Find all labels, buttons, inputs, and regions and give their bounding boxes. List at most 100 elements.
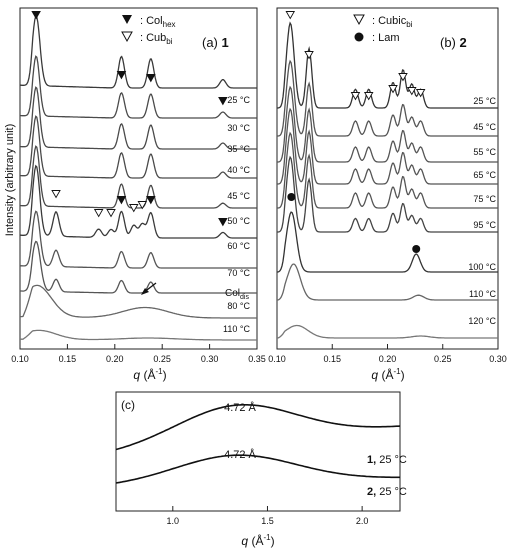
cubicbi-marker: [415, 89, 426, 98]
cubbi-marker: [137, 201, 148, 210]
panel-a-curve: [20, 55, 257, 119]
panel-b-curve: [277, 211, 498, 273]
panel-a-xtick-label: 0.35: [248, 354, 266, 364]
cubbi-marker: [128, 204, 139, 213]
colhex-marker: [146, 196, 156, 205]
panel-b-xtick-label: 0.30: [489, 354, 507, 364]
panel-b-curve: [277, 59, 498, 137]
panel-b-xtick-label: 0.10: [268, 354, 286, 364]
legend-colhex-text: : Colhex: [140, 15, 176, 29]
cubicbi-marker: [363, 92, 374, 101]
panel-b-curve: [277, 85, 498, 163]
panel-a-curve: [20, 240, 257, 294]
cubicbi-marker: [350, 92, 361, 101]
legend-cubicbi-text: : Cubicbi: [372, 15, 413, 29]
panel-c-peak-label-1: 4.72 Å: [224, 401, 256, 414]
panel-c-xtick-label: 1.0: [167, 516, 180, 526]
panel-b-temp-label: 45 °C: [473, 122, 496, 132]
panel-b-label: (b) 2: [440, 35, 467, 50]
cubicbi-marker: [388, 85, 398, 94]
panel-a-curve: [20, 86, 257, 150]
panel-a: 0.10 0.15 0.20 0.25 0.30 0.35 25 °C 30 °C 35 °C…: [4, 7, 266, 382]
panel-b-curve: [277, 131, 498, 209]
panel-b-curves: [277, 21, 498, 339]
legend-open-triangle-marker: [121, 31, 133, 43]
panel-b-temp-label: 75 °C: [473, 194, 496, 204]
panel-a-markers: [31, 11, 228, 227]
coldis-annotation: Coldis: [225, 288, 249, 301]
panel-b-temp-label: 55 °C: [473, 147, 496, 157]
legend-filled-triangle-marker: [122, 15, 132, 24]
panel-b-xtick-label: 0.15: [323, 354, 341, 364]
panel-a-temp-label: 25 °C: [227, 95, 250, 105]
panel-c-curve: [115, 454, 400, 484]
panel-c-curve: [115, 403, 401, 451]
cubicbi-marker: [398, 73, 408, 82]
panel-a-temp-label: 35 °C: [227, 144, 250, 154]
colhex-marker: [116, 71, 127, 80]
panel-a-ylabel: Intensity (arbitrary unit): [4, 124, 16, 236]
panel-a-ticks: 0.10 0.15 0.20 0.25 0.30 0.35: [11, 344, 266, 364]
panel-a-curve: [20, 164, 257, 239]
panel-c-ticks: 1.0 1.5 2.0: [167, 506, 369, 526]
panel-c-frame: [115, 391, 401, 512]
panel-a-temperatures: 25 °C 30 °C 35 °C 40 °C 45 °C 50 °C 60 °C 70 °C…: [223, 95, 250, 334]
panel-a-temp-label: 60 °C: [227, 241, 250, 251]
panel-b-markers: [285, 11, 426, 253]
panel-b-curve: [277, 263, 498, 301]
panel-b-curve: [277, 21, 498, 109]
cubicbi-marker: [285, 11, 296, 20]
panel-b-legend: : Cubicbi : Lam: [353, 14, 413, 44]
panel-a-temp-label: 30 °C: [227, 123, 250, 133]
colhex-marker: [218, 97, 228, 106]
panel-b-xtick-label: 0.20: [379, 354, 397, 364]
panel-a-curve: [20, 329, 257, 341]
legend-lam-text: : Lam: [372, 32, 400, 44]
panel-b-temp-label: 110 °C: [469, 289, 496, 299]
colhex-marker: [116, 196, 127, 205]
coldis-arrowhead: [141, 288, 149, 295]
lam-marker: [287, 193, 296, 201]
cubbi-marker: [106, 209, 116, 218]
cubbi-marker: [51, 190, 61, 199]
panel-c-series-label-1: 1, 25 °C: [367, 454, 407, 466]
panel-b-temp-label: 100 °C: [468, 262, 496, 272]
panel-a-temp-label: 40 °C: [227, 165, 250, 175]
panel-a-curve: [20, 145, 257, 209]
legend-open-triangle-marker-b: [353, 14, 365, 26]
panel-c-series-label-2: 2, 25 °C: [367, 486, 407, 498]
panel-a-curve: [20, 210, 257, 269]
panel-a-label: (a) 1: [202, 35, 229, 50]
panel-a-xtick-label: 0.30: [201, 354, 219, 364]
panel-a-xtick-label: 0.10: [11, 354, 29, 364]
panel-a-xtick-label: 0.15: [59, 354, 77, 364]
cubicbi-marker: [304, 51, 314, 60]
legend-filled-circle-marker: [354, 32, 364, 42]
panel-a-temp-label: 70 °C: [227, 268, 250, 278]
lam-marker: [412, 245, 421, 253]
panel-a-curves: [20, 14, 257, 341]
panel-a-curve: [20, 14, 257, 89]
panel-a-curve: [20, 115, 257, 179]
panel-b-temperatures: 25 °C 45 °C 55 °C 65 °C 75 °C 95 °C 100 °C 110 …: [468, 96, 496, 326]
colhex-marker: [146, 74, 156, 83]
legend-cubbi-text: : Cubbi: [140, 32, 173, 46]
panel-c-xtick-label: 2.0: [356, 516, 369, 526]
panel-b-ticks: 0.10 0.15 0.20 0.25 0.30: [268, 344, 507, 364]
panel-b: 0.10 0.15 0.20 0.25 0.30 25 °C 45 °C 55 °C 65 °…: [268, 7, 507, 382]
panel-b-curve: [277, 107, 498, 185]
panel-b-curve: [277, 324, 498, 339]
panel-a-xtick-label: 0.25: [153, 354, 171, 364]
panel-c-label: (c): [121, 398, 135, 412]
panel-b-curve: [277, 155, 498, 233]
panel-a-temp-label: 110 °C: [223, 324, 250, 334]
panel-a-temp-label: 50 °C: [227, 216, 250, 226]
panel-b-temp-label: 65 °C: [473, 170, 496, 180]
panel-a-temp-label: 45 °C: [227, 191, 250, 201]
panel-b-xtick-label: 0.25: [434, 354, 452, 364]
colhex-marker: [218, 218, 228, 227]
panel-a-xtick-label: 0.20: [106, 354, 124, 364]
cubbi-marker: [93, 209, 104, 218]
panel-b-temp-label: 25 °C: [473, 96, 496, 106]
